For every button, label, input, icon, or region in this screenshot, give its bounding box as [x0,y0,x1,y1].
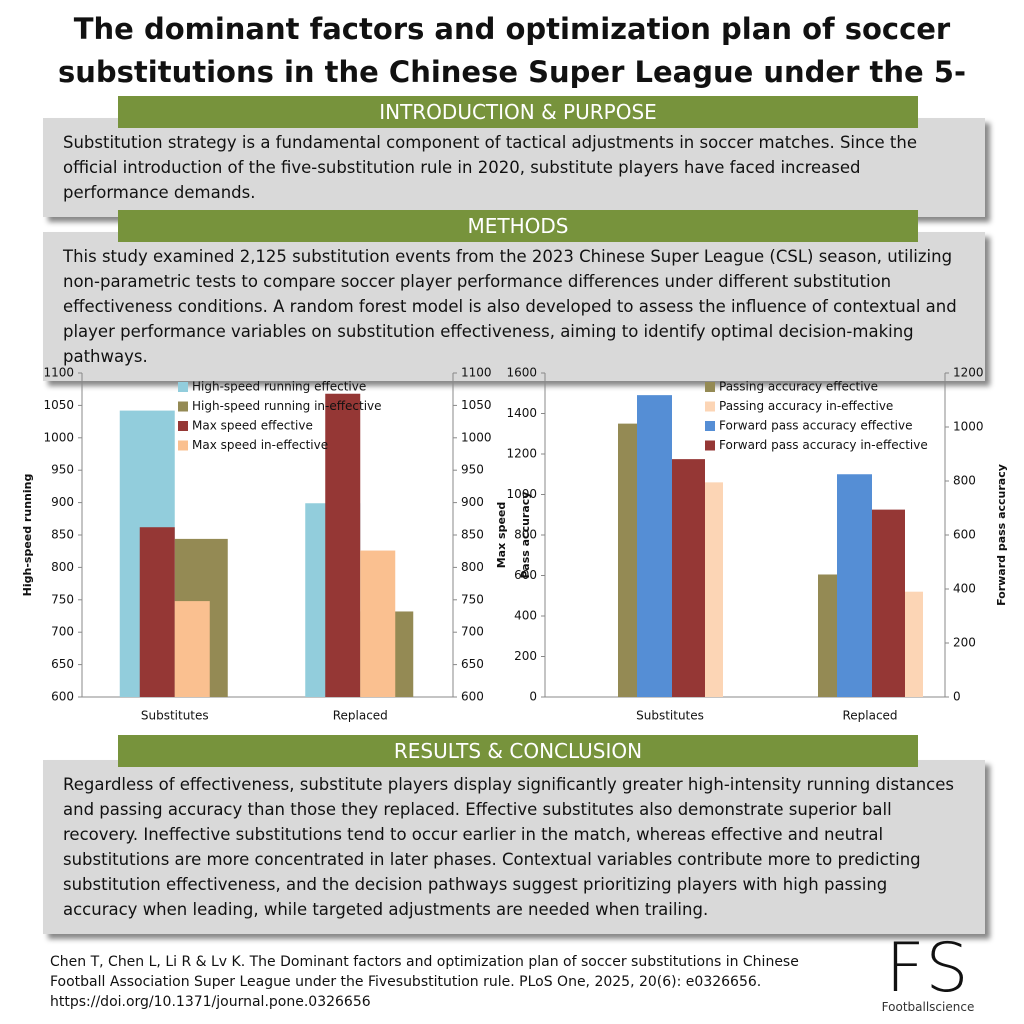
y2-tick-label: 850 [461,528,484,542]
y-tick-label: 600 [514,568,537,582]
title: The dominant factors and optimization pl… [58,12,966,132]
legend-label: Max speed effective [192,419,313,433]
logo-mark: FS [885,929,971,1008]
y2-tick-label: 1100 [461,366,492,380]
logo: FS Footballscience [868,929,988,1015]
section-heading: RESULTS & CONCLUSION [118,735,918,767]
y2-tick-label: 800 [461,560,484,574]
y2-tick-label: 1200 [953,366,984,380]
y2-tick-label: 750 [461,592,484,606]
y2-tick-label: 400 [953,582,976,596]
section-heading: METHODS [118,210,918,242]
y2-tick-label: 200 [953,636,976,650]
x-tick-label: Replaced [842,709,897,723]
section-text: This study examined 2,125 substitution e… [43,232,985,381]
legend-label: High-speed running in-effective [192,399,382,413]
legend-swatch [178,382,188,392]
section-text: Substitution strategy is a fundamental c… [43,118,985,217]
y-tick-label: 400 [514,609,537,623]
bar [174,601,210,697]
y-tick-label: 1000 [506,487,537,501]
y2-tick-label: 0 [953,690,961,704]
x-tick-label: Substitutes [636,709,704,723]
y-tick-label: 0 [529,690,537,704]
y-axis-title: Pass accuracy [519,492,532,579]
legend-label: Forward pass accuracy effective [719,419,912,433]
bar [837,474,872,697]
y-tick-label: 1400 [506,406,537,420]
y-tick-label: 850 [51,528,74,542]
section-heading: INTRODUCTION & PURPOSE [118,96,918,128]
y-tick-label: 950 [51,463,74,477]
y-tick-label: 800 [514,528,537,542]
y-tick-label: 650 [51,657,74,671]
legend-swatch [705,401,715,412]
citation: Chen T, Chen L, Li R & Lv K. The Dominan… [50,954,799,1010]
y-tick-label: 1100 [43,366,74,380]
x-tick-label: Replaced [333,709,388,723]
y2-tick-label: 1000 [953,420,984,434]
y2-tick-label: 950 [461,463,484,477]
legend-label: Passing accuracy effective [719,380,878,394]
y-tick-label: 1050 [43,398,74,412]
y2-tick-label: 1050 [461,398,492,412]
y-tick-label: 1600 [506,366,537,380]
y-tick-label: 1000 [43,430,74,444]
y2-axis-title: Forward pass accuracy [995,464,1008,606]
y-tick-label: 700 [51,625,74,639]
bar [905,591,923,697]
y-tick-label: 800 [51,560,74,574]
y2-tick-label: 1000 [461,430,492,444]
legend-label: High-speed running effective [192,380,366,394]
y2-tick-label: 900 [461,495,484,509]
y-axis-title: High-speed running [21,474,34,597]
logo-text: Footballscience [881,1000,975,1014]
bar [325,393,361,697]
y-tick-label: 900 [51,495,74,509]
y-tick-label: 200 [514,649,537,663]
legend-label: Passing accuracy in-effective [719,399,893,413]
y2-tick-label: 600 [461,690,484,704]
bar [618,423,637,697]
legend-swatch [705,382,715,392]
bar [637,395,672,697]
y-tick-label: 750 [51,592,74,606]
legend-swatch [178,401,188,412]
bar [818,574,837,697]
x-tick-label: Substitutes [141,709,209,723]
y-tick-label: 1200 [506,447,537,461]
bar [672,459,705,697]
legend-label: Max speed in-effective [192,438,328,452]
y2-tick-label: 700 [461,625,484,639]
legend-swatch [178,421,188,431]
charts: 600 650 700 750 800 850 900 950 1000 1050 1100 600 6… [21,366,1008,723]
y2-axis-title: Max speed [495,502,508,569]
bar [360,550,396,697]
bar [139,527,175,697]
bar [872,509,905,697]
section-text: Regardless of effectiveness, substitute … [43,760,985,934]
legend-swatch [705,440,715,451]
bar [705,482,723,697]
y-tick-label: 600 [51,690,74,704]
y2-tick-label: 600 [953,528,976,542]
legend-swatch [178,440,188,451]
y2-tick-label: 800 [953,474,976,488]
y2-tick-label: 650 [461,657,484,671]
legend-swatch [705,421,715,431]
legend-label: Forward pass accuracy in-effective [719,438,928,452]
